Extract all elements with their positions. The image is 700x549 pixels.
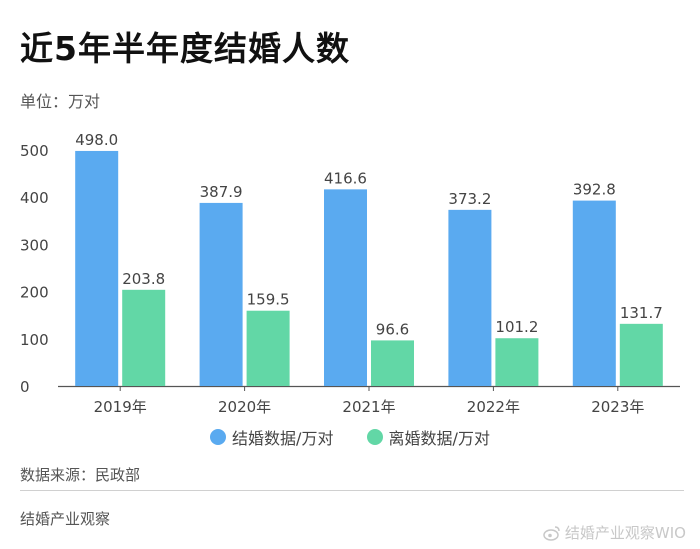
y-tick-label: 0	[20, 378, 30, 396]
x-tick-label: 2020年	[218, 398, 271, 416]
unit-label: 单位：万对	[20, 92, 101, 111]
legend-swatch-marriage	[210, 429, 227, 445]
data-label-marriage: 387.9	[200, 183, 243, 201]
legend-label-marriage: 结婚数据/万对	[232, 429, 334, 448]
legend-swatch-divorce	[366, 429, 383, 445]
x-tick-label: 2021年	[342, 398, 395, 416]
watermark-text: 结婚产业观察WIO	[564, 524, 686, 542]
bar-divorce	[246, 310, 290, 386]
legend-item-marriage: 结婚数据/万对	[210, 425, 333, 449]
x-tick-label: 2023年	[591, 398, 644, 416]
data-label-divorce: 101.2	[495, 318, 538, 336]
data-label-marriage: 416.6	[324, 169, 367, 187]
data-label-divorce: 131.7	[620, 304, 663, 322]
x-tick-label: 2022年	[467, 398, 520, 416]
bar-chart: 0 100 200 300 400 500 498.0 203.8 2019年 387.9 159.…	[20, 131, 680, 416]
legend-item-divorce: 离婚数据/万对	[366, 425, 490, 449]
data-label-divorce: 96.6	[376, 320, 409, 338]
data-label-marriage: 392.8	[573, 181, 616, 199]
data-label-divorce: 159.5	[247, 291, 290, 309]
bar-marriage	[448, 209, 492, 386]
bar-divorce	[122, 289, 166, 386]
y-tick-label: 200	[20, 284, 49, 302]
y-tick-label: 300	[20, 236, 49, 254]
page-title: 近5年半年度结婚人数	[20, 29, 350, 68]
chart-legend: 结婚数据/万对 离婚数据/万对	[0, 425, 700, 449]
data-source: 数据来源：民政部	[20, 466, 141, 484]
data-label-marriage: 373.2	[448, 190, 491, 208]
y-tick-label: 500	[20, 142, 49, 160]
data-label-divorce: 203.8	[122, 270, 165, 288]
bar-divorce	[371, 340, 414, 386]
bar-marriage	[199, 202, 243, 386]
bar-divorce	[619, 323, 663, 386]
bar-divorce	[495, 338, 539, 386]
bar-marriage	[75, 150, 119, 386]
bar-marriage	[572, 200, 616, 386]
divider	[20, 490, 684, 491]
x-tick-label: 2019年	[94, 398, 147, 416]
bar-marriage	[324, 189, 367, 386]
footer-text: 结婚产业观察	[20, 510, 111, 528]
y-tick-label: 100	[20, 331, 49, 349]
y-tick-label: 400	[20, 189, 49, 207]
legend-label-divorce: 离婚数据/万对	[388, 429, 490, 448]
watermark: 结婚产业观察WIO	[543, 522, 686, 543]
weibo-icon	[543, 525, 560, 541]
data-label-marriage: 498.0	[75, 131, 118, 149]
